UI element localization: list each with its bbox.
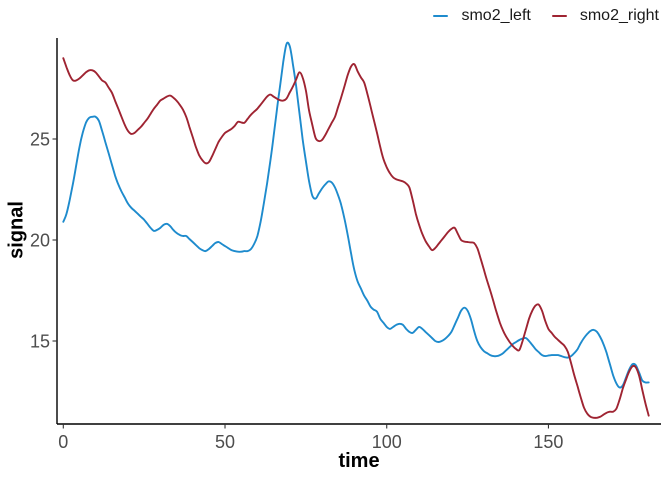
legend-label-smo2-right: smo2_right: [579, 7, 659, 24]
legend-label-smo2-left: smo2_left: [461, 7, 531, 24]
legend-key-line-smo2-left-icon: [433, 14, 449, 18]
series-line-smo2_right: [62, 57, 650, 419]
y-axis-title: signal: [5, 201, 28, 259]
x-tick-label: 150: [533, 432, 563, 452]
x-tick-label: 100: [372, 432, 402, 452]
x-tick-label: 0: [58, 432, 68, 452]
legend: smo2_left smo2_right: [433, 7, 659, 25]
x-axis-title: time: [338, 450, 380, 472]
y-tick-label: 15: [30, 332, 50, 352]
y-tick-label: 20: [30, 231, 50, 251]
series-line-smo2_left: [62, 41, 650, 389]
x-tick-label: 50: [215, 432, 235, 452]
y-tick-label: 25: [30, 130, 50, 150]
legend-item-smo2-left: smo2_left: [433, 7, 531, 25]
legend-item-smo2-right: smo2_right: [551, 7, 659, 25]
legend-key-line-smo2-right-icon: [551, 14, 567, 18]
